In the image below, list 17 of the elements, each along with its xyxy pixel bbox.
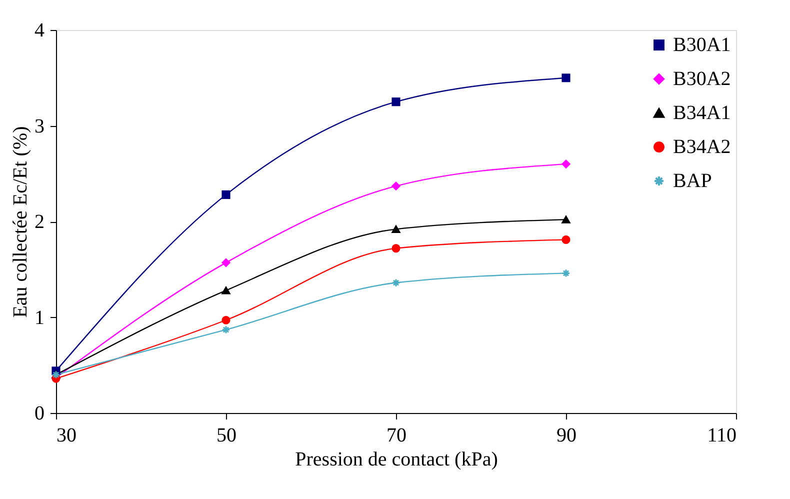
x-tick-label: 70 bbox=[386, 424, 406, 446]
x-tick-label: 30 bbox=[56, 424, 76, 446]
x-axis-title: Pression de contact (kPa) bbox=[295, 448, 498, 470]
y-tick-label: 4 bbox=[34, 20, 44, 42]
x-tick-label: 110 bbox=[707, 424, 736, 446]
x-tick-label: 50 bbox=[216, 424, 236, 446]
legend-label: B30A1 bbox=[673, 34, 731, 56]
legend-label: B30A2 bbox=[673, 68, 731, 90]
y-tick-label: 3 bbox=[34, 115, 44, 138]
y-tick-label: 0 bbox=[34, 402, 44, 424]
y-axis-title: Eau collectée Ec/Et (%) bbox=[10, 126, 32, 318]
legend-label: B34A2 bbox=[673, 136, 731, 158]
legend-label: BAP bbox=[673, 170, 712, 192]
x-tick-label: 90 bbox=[556, 424, 576, 446]
y-tick-label: 2 bbox=[34, 211, 44, 233]
legend-label: B34A1 bbox=[673, 102, 731, 124]
y-tick-label: 1 bbox=[34, 306, 44, 329]
